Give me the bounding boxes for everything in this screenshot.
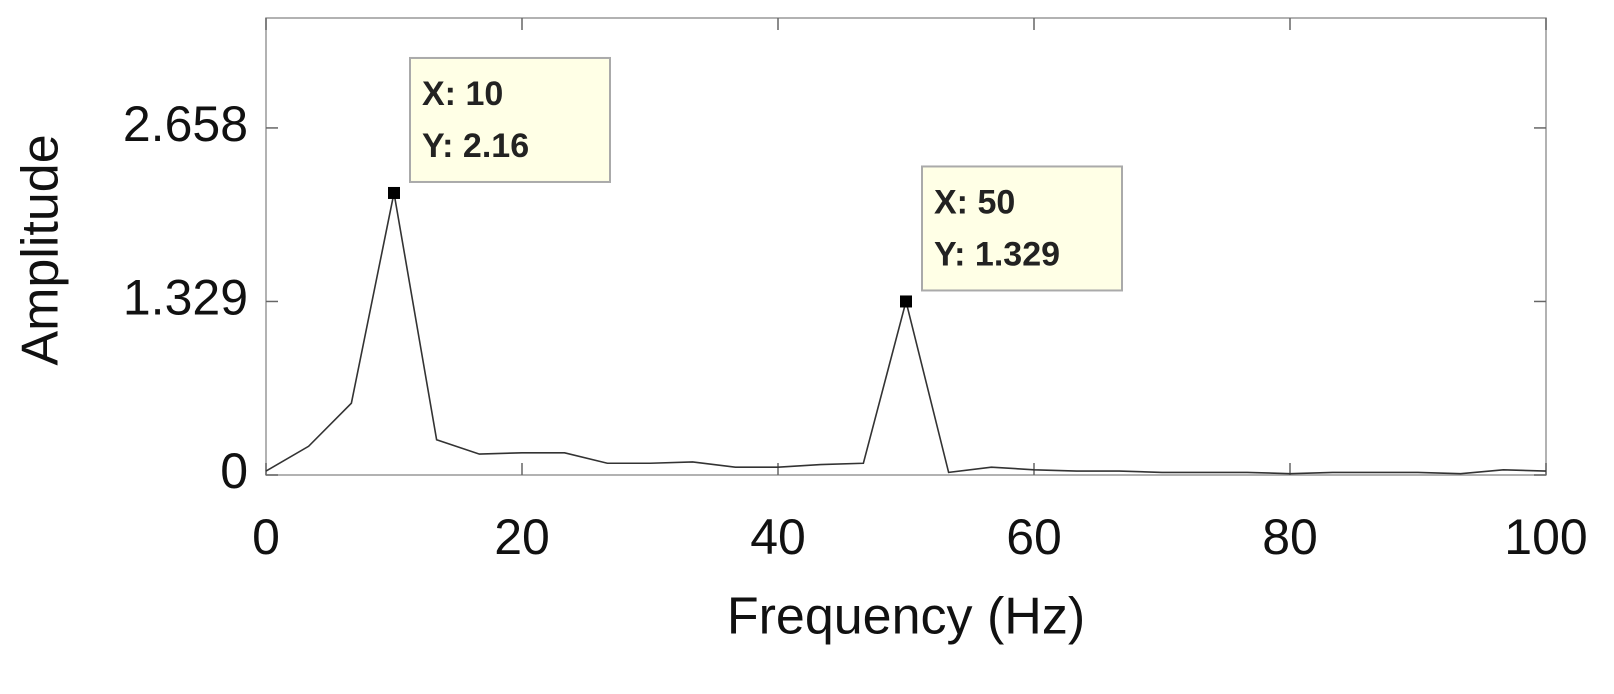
datatip-marker bbox=[388, 186, 400, 199]
y-axis-label: Amplitude bbox=[12, 134, 70, 365]
x-tick-label: 40 bbox=[750, 509, 806, 565]
x-tick-label: 20 bbox=[494, 509, 550, 565]
x-tick-label: 60 bbox=[1006, 509, 1062, 565]
datatip-text: Y: 2.16 bbox=[422, 127, 529, 165]
datatip-box bbox=[921, 165, 1123, 292]
datatip-marker bbox=[900, 295, 912, 308]
x-tick-label: 0 bbox=[252, 509, 280, 565]
datatip-box bbox=[409, 56, 611, 183]
y-tick-label: 1.329 bbox=[123, 270, 248, 326]
datatip-text: Y: 1.329 bbox=[934, 235, 1060, 273]
y-tick-label: 2.658 bbox=[123, 96, 248, 152]
x-axis-label: Frequency (Hz) bbox=[727, 588, 1085, 646]
y-tick-label: 0 bbox=[220, 443, 248, 499]
datatip-text: X: 50 bbox=[934, 183, 1015, 221]
datatip-text: X: 10 bbox=[422, 75, 503, 113]
x-tick-label: 100 bbox=[1504, 509, 1587, 565]
x-tick-label: 80 bbox=[1262, 509, 1318, 565]
